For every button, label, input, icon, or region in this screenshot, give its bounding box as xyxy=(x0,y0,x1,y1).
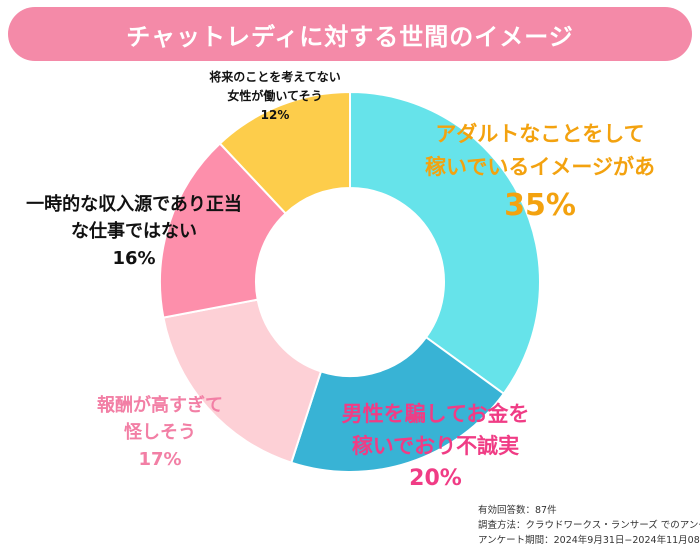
slice-label-temporary: 一時的な収入源であり正当 な仕事ではない 16% xyxy=(0,191,268,272)
title-banner: チャットレディに対する世間のイメージ xyxy=(8,7,692,61)
slice-label-line: 女性が働いてそう xyxy=(227,89,323,103)
slice-label-line: 稼いでおり不誠実 xyxy=(351,434,520,458)
slice-label-suspicious: 報酬が高すぎて 怪しそう 17% xyxy=(70,392,250,473)
slice-pct: 12% xyxy=(260,108,290,122)
slice-label-line: な仕事ではない xyxy=(71,221,197,242)
footer-responses: 有効回答数：87件 xyxy=(478,505,557,516)
slice-label-line: 稼いでいるイメージがあ xyxy=(425,155,655,179)
slice-label-line: 将来のことを考えてない xyxy=(209,70,341,84)
donut-slice-2 xyxy=(162,298,323,464)
footer-period: アンケート期間：2024年9月31日−2024年11月08日 xyxy=(478,535,700,546)
slice-label-deceive: 男性を騙してお金を 稼いでおり不誠実 20% xyxy=(308,398,563,496)
slice-pct: 35% xyxy=(504,188,576,223)
survey-footer: 有効回答数：87件 調査方法：クラウドワークス・ランサーズ でのアンケート アン… xyxy=(478,503,700,548)
donut-slice-4 xyxy=(218,90,351,215)
footer-method: 調査方法：クラウドワークス・ランサーズ でのアンケート xyxy=(478,520,700,531)
slice-label-line: 男性を騙してお金を xyxy=(341,402,530,426)
slice-label-line: アダルトなことをして xyxy=(435,122,645,146)
slice-label-adult: アダルトなことをして 稼いでいるイメージがあ 35% xyxy=(395,118,685,228)
slice-pct: 20% xyxy=(409,466,462,491)
donut-slice-1 xyxy=(290,335,506,473)
slice-label-line: 怪しそう xyxy=(124,422,196,443)
slice-label-line: 報酬が高すぎて xyxy=(97,395,223,416)
donut-slice-0 xyxy=(349,90,541,396)
slice-pct: 16% xyxy=(112,248,156,269)
slice-pct: 17% xyxy=(138,449,182,470)
slice-label-future: 将来のことを考えてない 女性が働いてそう 12% xyxy=(180,68,370,125)
chart-title: チャットレディに対する世間のイメージ xyxy=(126,22,574,51)
donut-slice-3 xyxy=(159,142,288,319)
slice-label-line: 一時的な収入源であり正当 xyxy=(26,194,242,215)
